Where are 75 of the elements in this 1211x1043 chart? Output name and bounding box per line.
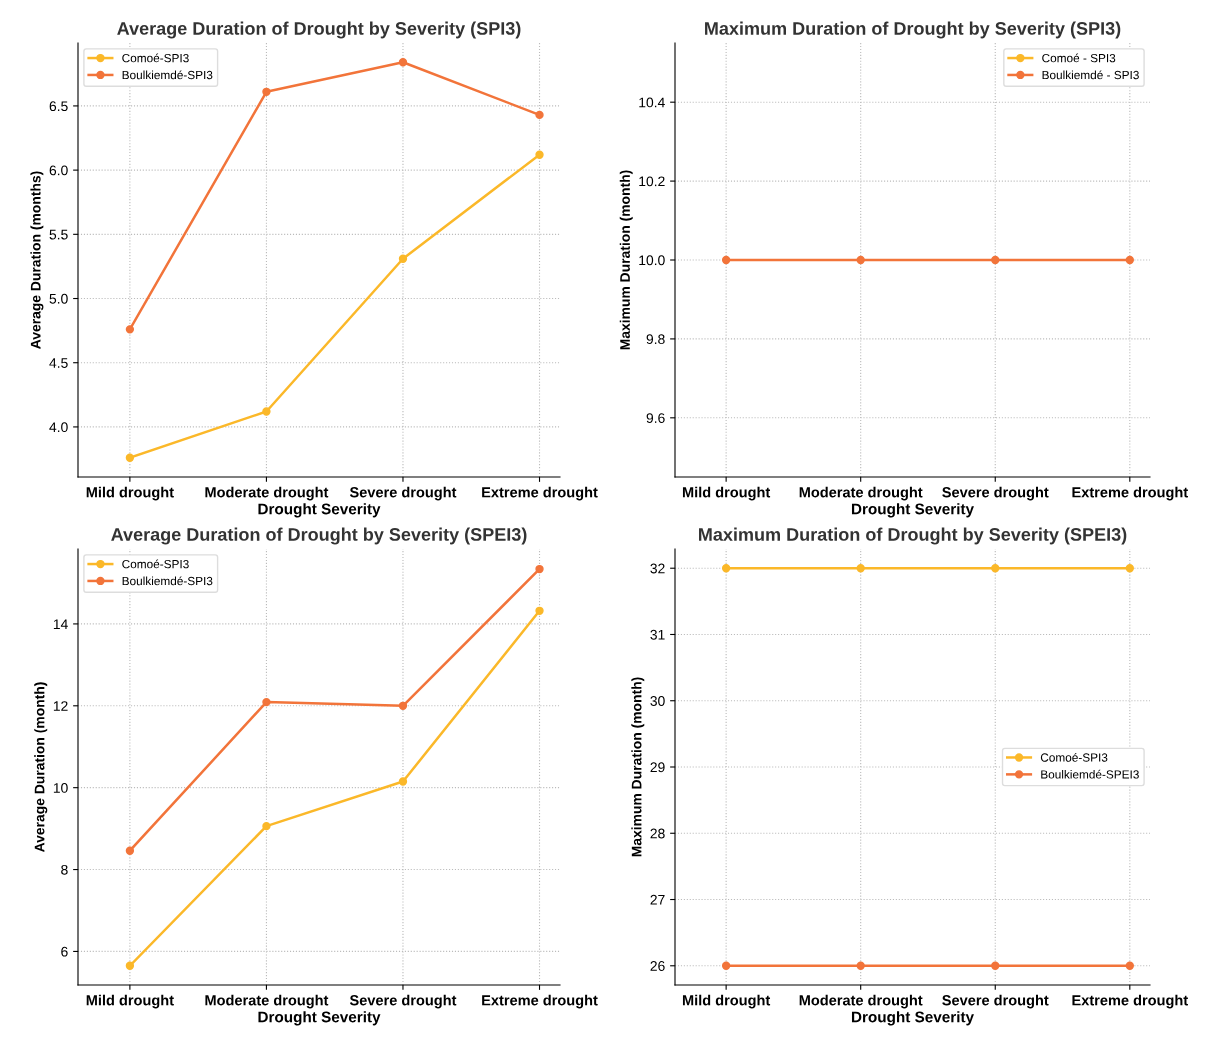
y-tick-label: 9.8 xyxy=(646,334,665,345)
y-tick-label: 6.5 xyxy=(49,101,68,112)
legend-label: Comoé - SPI3 xyxy=(1042,53,1116,63)
x-tick-label: Mild drought xyxy=(682,994,771,1009)
point xyxy=(125,961,135,970)
y-tick-label: 4.5 xyxy=(49,358,68,368)
x-tick-label: Moderate drought xyxy=(799,994,923,1009)
point xyxy=(535,564,544,574)
y-tick-label: 6.0 xyxy=(49,165,68,176)
x-tick-label: Extreme drought xyxy=(482,486,598,501)
x-tick-label: Mild drought xyxy=(682,486,771,501)
legend-label: Comoé-SPI3 xyxy=(1040,752,1108,762)
x-tick-label: Moderate drought xyxy=(799,486,923,501)
x-tick-label: Moderate drought xyxy=(205,994,329,1009)
x-tick-label: Extreme drought xyxy=(1072,994,1188,1009)
y-tick-label: 12 xyxy=(53,701,68,711)
y-tick-label: 29 xyxy=(650,762,665,773)
y-tick-label: 4.0 xyxy=(49,422,68,433)
legend-label: Boulkiemdé - SPI3 xyxy=(1042,70,1139,80)
point xyxy=(398,58,408,67)
y-tick-label: 32 xyxy=(650,563,665,574)
y-tick-label: 6 xyxy=(61,946,68,957)
x-axis-title: Drought Severity xyxy=(851,1011,974,1026)
y-tick-label: 14 xyxy=(53,619,68,629)
legend-label: Comoé-SPI3 xyxy=(122,53,189,63)
y-tick-label: 5.5 xyxy=(49,229,68,240)
y-tick-label: 10.0 xyxy=(639,255,665,266)
point xyxy=(125,846,135,855)
y-axis-title: Average Duration (month) xyxy=(34,682,48,853)
x-tick-label: Severe drought xyxy=(942,994,1049,1009)
x-tick-label: Severe drought xyxy=(349,994,457,1009)
x-tick-label: Mild drought xyxy=(86,486,174,501)
chart-title: Average Duration of Drought by Severity (SPI3) xyxy=(117,21,521,39)
y-tick-label: 10.2 xyxy=(639,176,665,187)
y-tick-label: 8 xyxy=(61,864,68,875)
x-axis-title: Drought Severity xyxy=(258,503,381,518)
y-tick-label: 31 xyxy=(650,629,665,640)
chart-title: Maximum Duration of Drought by Severity (SPEI3) xyxy=(699,527,1127,545)
y-tick-label: 5.0 xyxy=(49,293,68,304)
point xyxy=(398,701,408,710)
point xyxy=(535,606,544,615)
x-axis-title: Drought Severity xyxy=(851,503,974,518)
y-axis-title: Maximum Duration (month) xyxy=(631,677,645,857)
y-axis-title: Average Duration (months) xyxy=(30,171,44,349)
legend-label: Comoé-SPI3 xyxy=(122,559,189,569)
point xyxy=(262,87,271,96)
x-tick-label: Severe drought xyxy=(349,486,457,501)
x-tick-label: Extreme drought xyxy=(1072,486,1188,501)
y-tick-label: 9.6 xyxy=(646,413,665,423)
chart-title: Average Duration of Drought by Severity (SPEI3) xyxy=(111,527,527,545)
x-tick-label: Moderate drought xyxy=(205,486,329,501)
legend-label: Boulkiemdé-SPEI3 xyxy=(1041,769,1139,779)
point xyxy=(262,697,271,707)
y-tick-label: 28 xyxy=(650,828,665,839)
point xyxy=(262,407,271,416)
y-tick-label: 26 xyxy=(650,961,665,971)
y-tick-label: 30 xyxy=(650,696,665,706)
y-axis-title: Maximum Duration (month) xyxy=(619,170,633,350)
x-tick-label: Mild drought xyxy=(86,994,174,1009)
x-axis-title: Drought Severity xyxy=(258,1011,381,1026)
chart-title: Maximum Duration of Drought by Severity (SPI3) xyxy=(705,21,1121,39)
point xyxy=(125,453,135,462)
point xyxy=(262,821,271,831)
x-tick-label: Extreme drought xyxy=(482,994,598,1009)
legend-label: Boulkiemdé-SPI3 xyxy=(122,70,213,80)
point xyxy=(535,110,544,120)
legend-label: Boulkiemdé-SPI3 xyxy=(122,576,213,586)
x-tick-label: Severe drought xyxy=(942,486,1049,501)
point xyxy=(125,325,135,334)
y-tick-label: 27 xyxy=(650,894,665,905)
point xyxy=(398,777,408,786)
y-tick-label: 10 xyxy=(53,783,68,793)
point xyxy=(535,150,544,159)
y-tick-label: 10.4 xyxy=(639,97,665,108)
point xyxy=(398,254,408,263)
